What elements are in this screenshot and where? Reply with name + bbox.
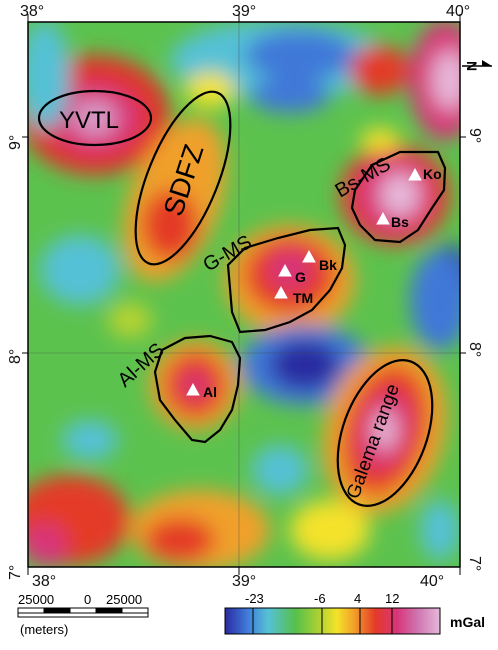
lat-label: 9°: [7, 135, 24, 150]
lat-label: 8°: [7, 349, 24, 364]
g-ms-outline: [226, 226, 347, 334]
site-label: Bs: [391, 214, 409, 230]
legend-tick: -6: [314, 591, 326, 606]
scale-label: 25000: [18, 592, 54, 607]
north-label: N: [464, 61, 480, 71]
lon-label: 39°: [232, 3, 256, 20]
longitude-labels-top: 38° 39° 40°: [20, 3, 470, 20]
zone-outlines: [37, 89, 447, 507]
site-tm: TM: [274, 285, 313, 306]
site-label: Ko: [423, 166, 442, 182]
legend-unit: mGal: [450, 614, 485, 630]
lon-label: 38°: [32, 573, 56, 590]
site-label: Bk: [319, 257, 337, 273]
site-ko: Ko: [408, 166, 442, 182]
site-al: Al: [186, 382, 217, 400]
scale-bar: 25000 0 25000 (meters): [17, 592, 149, 637]
color-legend: -23 -6 4 12 mGal: [224, 591, 485, 635]
latitude-labels-left: 9° 8° 7°: [7, 135, 24, 580]
yvtl-label: YVTL: [59, 107, 119, 134]
site-bk: Bk: [302, 249, 337, 273]
map-frame: [27, 21, 461, 568]
legend-tick: -23: [245, 591, 264, 606]
legend-colorbar: [224, 607, 441, 635]
bs-ms-outline: [350, 150, 447, 244]
lon-label: 39°: [232, 573, 256, 590]
legend-tick: 12: [385, 591, 399, 606]
site-label: TM: [293, 290, 313, 306]
north-arrow-icon: N: [462, 60, 492, 71]
site-bs: Bs: [376, 211, 409, 230]
lat-label: 8°: [466, 342, 483, 357]
longitude-labels-bottom: 38° 39° 40°: [32, 573, 444, 590]
site-g: G: [278, 263, 306, 285]
lat-label: 9°: [466, 128, 483, 143]
sdfz-outline: [134, 90, 232, 266]
site-markers: Ko Bs Bk G TM Al: [186, 166, 442, 400]
axis-ticks: [22, 14, 466, 575]
anomaly-field: [28, 22, 460, 567]
site-label: G: [295, 269, 306, 285]
site-label: Al: [203, 384, 217, 400]
yvtl-outline: [37, 89, 153, 147]
lon-label: 40°: [446, 3, 470, 20]
scale-unit: (meters): [20, 622, 68, 637]
lat-label: 7°: [7, 565, 24, 580]
scale-label: 0: [84, 592, 91, 607]
latitude-labels-right: 9° 8° 7°: [466, 128, 483, 571]
al-ms-outline: [153, 334, 242, 444]
legend-tick: 4: [354, 591, 361, 606]
lon-label: 38°: [20, 3, 44, 20]
lon-label: 40°: [420, 573, 444, 590]
scale-label: 25000: [106, 592, 142, 607]
lat-label: 7°: [466, 556, 483, 571]
galema-outline: [336, 359, 434, 507]
